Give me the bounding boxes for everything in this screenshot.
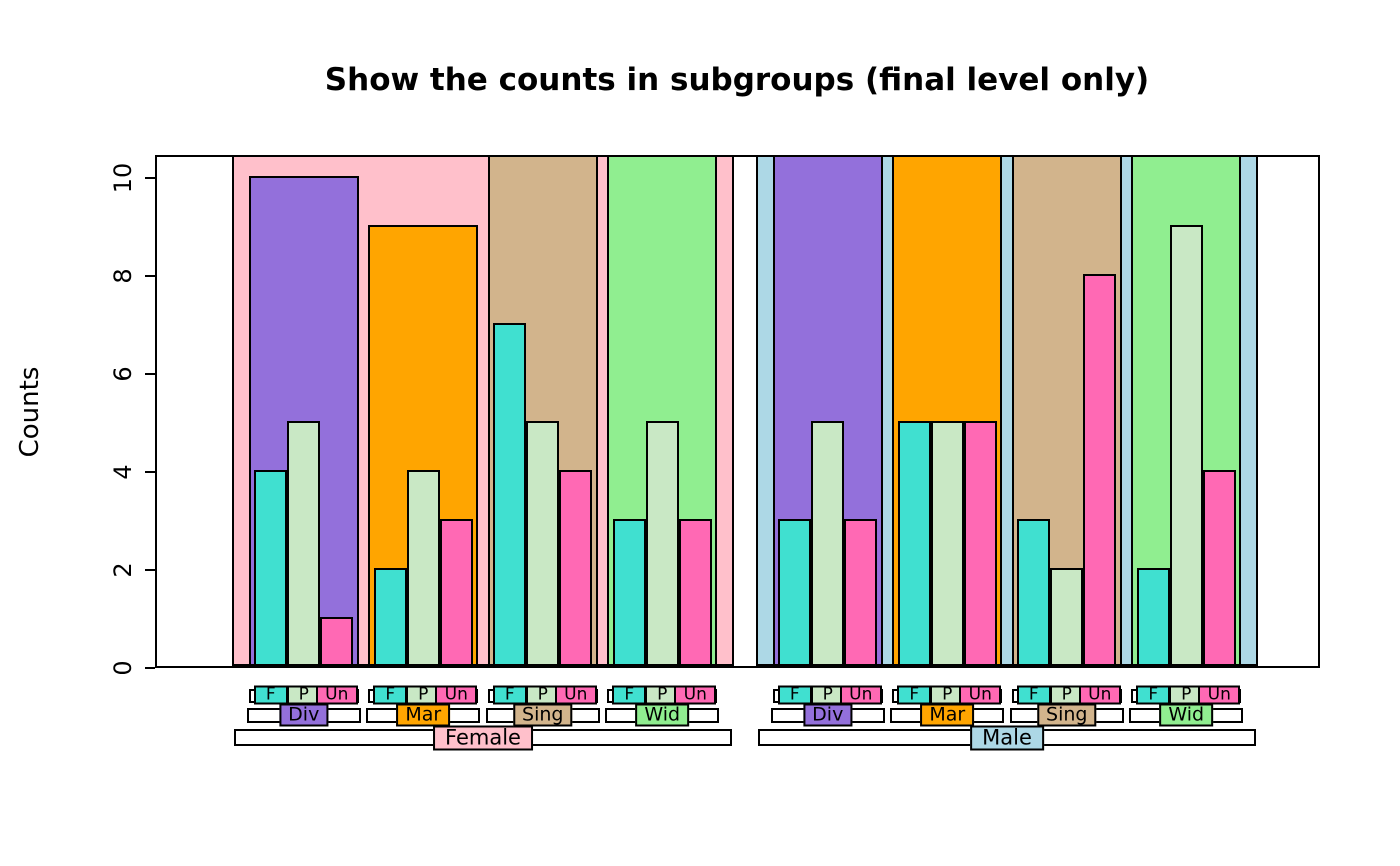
y-tick-mark [145, 275, 155, 277]
bar-male-mar-f [897, 421, 931, 666]
subgroup-label-mar: Mar [920, 703, 975, 727]
bar-female-mar-f [373, 568, 407, 666]
bar-label-box-p: P [525, 685, 560, 705]
bar-male-sing-p [1050, 568, 1084, 666]
bar-label-box-f: F [612, 685, 647, 705]
bar-male-div-f [778, 519, 812, 666]
bar-label-box-un: Un [315, 685, 358, 705]
bar-female-sing-f [493, 323, 527, 666]
subgroup-label-sing: Sing [513, 703, 573, 727]
bar-label-box-un: Un [839, 685, 882, 705]
bar-label-box-f: F [1016, 685, 1051, 705]
y-tick-label: 2 [109, 562, 137, 578]
bar-label-box-un: Un [554, 685, 597, 705]
bar-male-div-un [844, 519, 878, 666]
bar-label-box-f: F [1136, 685, 1171, 705]
bar-male-wid-p [1169, 225, 1203, 666]
group-label-female: Female [433, 725, 533, 751]
bar-female-wid-un [678, 519, 712, 666]
bar-label-box-un: Un [674, 685, 717, 705]
group-label-male: Male [970, 725, 1044, 751]
bar-female-div-p [287, 421, 321, 666]
y-tick-label: 10 [109, 162, 137, 194]
bar-label-box-un: Un [959, 685, 1002, 705]
plot-panel [155, 155, 1320, 668]
bar-label-box-un: Un [1198, 685, 1241, 705]
bar-female-wid-f [612, 519, 646, 666]
y-tick-mark [145, 373, 155, 375]
subgroup-label-div: Div [279, 703, 329, 727]
bar-male-div-p [811, 421, 845, 666]
bar-male-sing-f [1017, 519, 1051, 666]
subgroup-label-mar: Mar [396, 703, 451, 727]
bar-female-div-un [320, 617, 354, 666]
bar-female-sing-p [526, 421, 560, 666]
bar-female-wid-p [645, 421, 679, 666]
y-tick-mark [145, 667, 155, 669]
y-tick-label: 8 [109, 268, 137, 284]
bar-male-sing-un [1083, 274, 1117, 666]
y-tick-label: 4 [109, 464, 137, 480]
y-tick-label: 0 [109, 660, 137, 676]
bar-label-box-f: F [492, 685, 527, 705]
bar-label-box-f: F [373, 685, 408, 705]
bar-male-mar-un [963, 421, 997, 666]
chart-title: Show the counts in subgroups (final leve… [324, 62, 1150, 98]
bar-female-mar-p [406, 470, 440, 666]
bar-label-box-un: Un [1078, 685, 1121, 705]
bar-label-box-f: F [777, 685, 812, 705]
subgroup-label-wid: Wid [1159, 703, 1214, 727]
subgroup-label-sing: Sing [1037, 703, 1097, 727]
bar-male-wid-f [1136, 568, 1170, 666]
y-tick-mark [145, 471, 155, 473]
subgroup-label-wid: Wid [635, 703, 690, 727]
y-axis-label: Counts [15, 366, 45, 458]
bar-female-sing-un [559, 470, 593, 666]
subgroup-label-div: Div [803, 703, 853, 727]
bar-male-mar-p [930, 421, 964, 666]
bar-label-box-f: F [897, 685, 932, 705]
bar-female-mar-un [439, 519, 473, 666]
bar-label-box-f: F [253, 685, 288, 705]
bar-female-div-f [254, 470, 288, 666]
bar-label-box-un: Un [435, 685, 478, 705]
bar-male-wid-un [1202, 470, 1236, 666]
y-tick-mark [145, 177, 155, 179]
y-tick-mark [145, 569, 155, 571]
y-tick-label: 6 [109, 366, 137, 382]
